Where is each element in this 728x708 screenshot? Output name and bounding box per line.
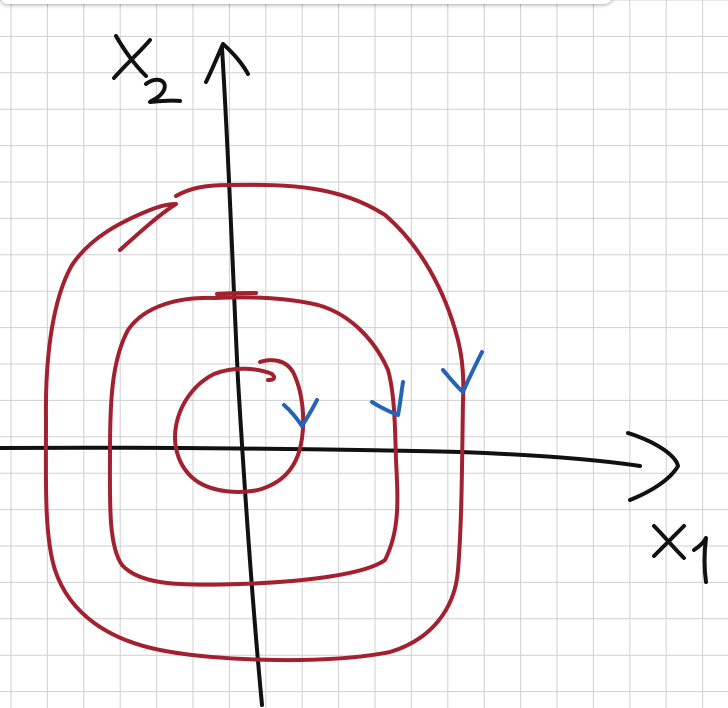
axes xyxy=(0,42,680,707)
trajectory-middle-loop xyxy=(107,291,400,587)
x2-axis-arrowhead xyxy=(204,42,250,84)
x2-axis-label xyxy=(112,34,182,104)
direction-arrow-inner xyxy=(282,398,319,428)
direction-arrow-outer xyxy=(441,350,484,394)
x1-axis-line xyxy=(0,445,642,468)
trajectory-spiral xyxy=(43,182,466,663)
toolbar-edge xyxy=(0,0,612,4)
x1-axis-label xyxy=(652,524,708,584)
x2-axis-line xyxy=(220,46,264,707)
direction-arrow-middle xyxy=(370,380,405,417)
x1-axis-arrowhead xyxy=(626,431,680,502)
trajectory-outer-loop xyxy=(43,182,466,663)
direction-arrows xyxy=(282,350,484,428)
trajectory-inner-loop xyxy=(173,358,306,494)
